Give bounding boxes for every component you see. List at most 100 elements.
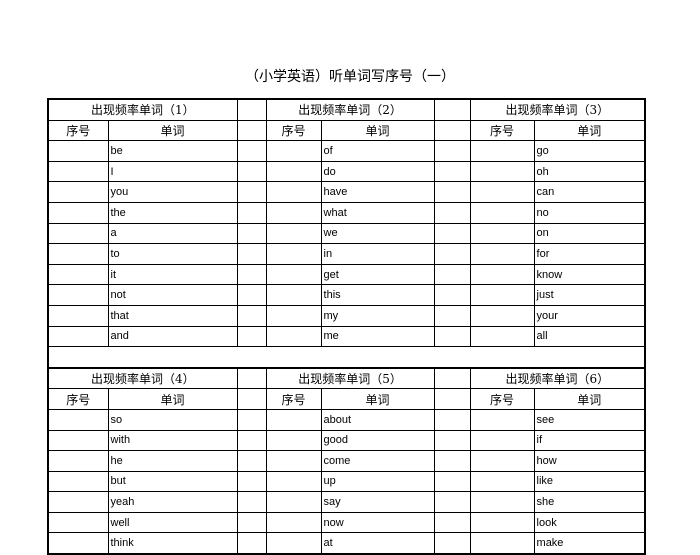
word-row: well now look bbox=[47, 511, 646, 534]
seq-input-cell[interactable] bbox=[469, 470, 535, 493]
page-title: （小学英语）听单词写序号（一） bbox=[245, 69, 455, 85]
seq-input-cell[interactable] bbox=[469, 532, 535, 555]
seq-input-cell[interactable] bbox=[47, 140, 109, 162]
gap-cell bbox=[433, 243, 471, 265]
seq-input-cell[interactable] bbox=[469, 429, 535, 452]
seq-input-cell[interactable] bbox=[469, 325, 535, 348]
seq-input-cell[interactable] bbox=[469, 491, 535, 513]
seq-input-cell[interactable] bbox=[469, 160, 535, 183]
seq-input-cell[interactable] bbox=[47, 181, 109, 203]
gap-cell bbox=[433, 491, 471, 513]
word-cell: be bbox=[107, 140, 238, 162]
seq-input-cell[interactable] bbox=[265, 304, 322, 327]
word-row: but up like bbox=[47, 470, 646, 493]
seq-input-cell[interactable] bbox=[469, 243, 535, 265]
gap-cell bbox=[433, 181, 471, 203]
word-cell: it bbox=[107, 263, 238, 286]
group-title: 出现频率单词（4） bbox=[47, 366, 238, 390]
gap-cell bbox=[433, 532, 471, 555]
gap-cell bbox=[433, 97, 471, 121]
word-cell: can bbox=[533, 181, 646, 203]
word-cell: of bbox=[320, 140, 435, 162]
gap-cell bbox=[433, 388, 471, 410]
seq-input-cell[interactable] bbox=[47, 325, 109, 348]
seq-input-cell[interactable] bbox=[265, 140, 322, 162]
gap-cell bbox=[433, 450, 471, 472]
seq-input-cell[interactable] bbox=[47, 408, 109, 431]
seq-input-cell[interactable] bbox=[47, 222, 109, 245]
seq-input-cell[interactable] bbox=[265, 325, 322, 348]
seq-input-cell[interactable] bbox=[265, 429, 322, 452]
seq-input-cell[interactable] bbox=[47, 243, 109, 265]
seq-input-cell[interactable] bbox=[469, 263, 535, 286]
gap-cell bbox=[236, 181, 267, 203]
seq-input-cell[interactable] bbox=[47, 532, 109, 555]
gap-cell bbox=[236, 470, 267, 493]
seq-input-cell[interactable] bbox=[47, 450, 109, 472]
group-title: 出现频率单词（3） bbox=[469, 97, 646, 121]
word-cell: so bbox=[107, 408, 238, 431]
word-cell: know bbox=[533, 263, 646, 286]
word-cell: in bbox=[320, 243, 435, 265]
gap-cell bbox=[236, 366, 267, 390]
word-row: the what no bbox=[47, 201, 646, 224]
seq-input-cell[interactable] bbox=[265, 222, 322, 245]
word-cell: yeah bbox=[107, 491, 238, 513]
gap-cell bbox=[236, 304, 267, 327]
seq-input-cell[interactable] bbox=[469, 284, 535, 306]
seq-input-cell[interactable] bbox=[47, 201, 109, 224]
seq-input-cell[interactable] bbox=[265, 470, 322, 493]
seq-input-cell[interactable] bbox=[265, 181, 322, 203]
word-table: 出现频率单词（1） 出现频率单词（2） 出现频率单词（3） 序号 单词 序号 单词 序号 单词 b… bbox=[47, 97, 647, 555]
seq-input-cell[interactable] bbox=[265, 263, 322, 286]
gap-cell bbox=[236, 119, 267, 142]
word-cell: make bbox=[533, 532, 646, 555]
gap-cell bbox=[433, 408, 471, 431]
word-cell: what bbox=[320, 201, 435, 224]
word-cell: with bbox=[107, 429, 238, 452]
seq-input-cell[interactable] bbox=[265, 450, 322, 472]
word-row: you have can bbox=[47, 181, 646, 203]
seq-input-cell[interactable] bbox=[265, 243, 322, 265]
gap-cell bbox=[236, 325, 267, 348]
seq-input-cell[interactable] bbox=[265, 201, 322, 224]
word-cell: good bbox=[320, 429, 435, 452]
seq-input-cell[interactable] bbox=[47, 160, 109, 183]
gap-cell bbox=[236, 160, 267, 183]
seq-input-cell[interactable] bbox=[469, 181, 535, 203]
seq-input-cell[interactable] bbox=[47, 511, 109, 534]
gap-cell bbox=[236, 532, 267, 555]
seq-input-cell[interactable] bbox=[47, 470, 109, 493]
seq-input-cell[interactable] bbox=[265, 160, 322, 183]
gap-cell bbox=[433, 119, 471, 142]
word-cell: and bbox=[107, 325, 238, 348]
seq-input-cell[interactable] bbox=[47, 491, 109, 513]
word-cell: how bbox=[533, 450, 646, 472]
word-cell: see bbox=[533, 408, 646, 431]
seq-input-cell[interactable] bbox=[265, 511, 322, 534]
seq-input-cell[interactable] bbox=[469, 201, 535, 224]
seq-input-cell[interactable] bbox=[469, 304, 535, 327]
seq-input-cell[interactable] bbox=[265, 532, 322, 555]
seq-input-cell[interactable] bbox=[469, 222, 535, 245]
word-cell: if bbox=[533, 429, 646, 452]
gap-cell bbox=[236, 140, 267, 162]
seq-input-cell[interactable] bbox=[265, 491, 322, 513]
word-row: think at make bbox=[47, 532, 646, 555]
seq-input-cell[interactable] bbox=[469, 408, 535, 431]
word-cell: on bbox=[533, 222, 646, 245]
seq-input-cell[interactable] bbox=[265, 408, 322, 431]
seq-input-cell[interactable] bbox=[469, 511, 535, 534]
word-row: it get know bbox=[47, 263, 646, 286]
word-cell: not bbox=[107, 284, 238, 306]
word-cell: he bbox=[107, 450, 238, 472]
seq-input-cell[interactable] bbox=[47, 284, 109, 306]
seq-input-cell[interactable] bbox=[469, 450, 535, 472]
seq-input-cell[interactable] bbox=[469, 140, 535, 162]
seq-input-cell[interactable] bbox=[265, 284, 322, 306]
seq-input-cell[interactable] bbox=[47, 304, 109, 327]
seq-input-cell[interactable] bbox=[47, 429, 109, 452]
gap-cell bbox=[433, 470, 471, 493]
gap-cell bbox=[433, 222, 471, 245]
seq-input-cell[interactable] bbox=[47, 263, 109, 286]
